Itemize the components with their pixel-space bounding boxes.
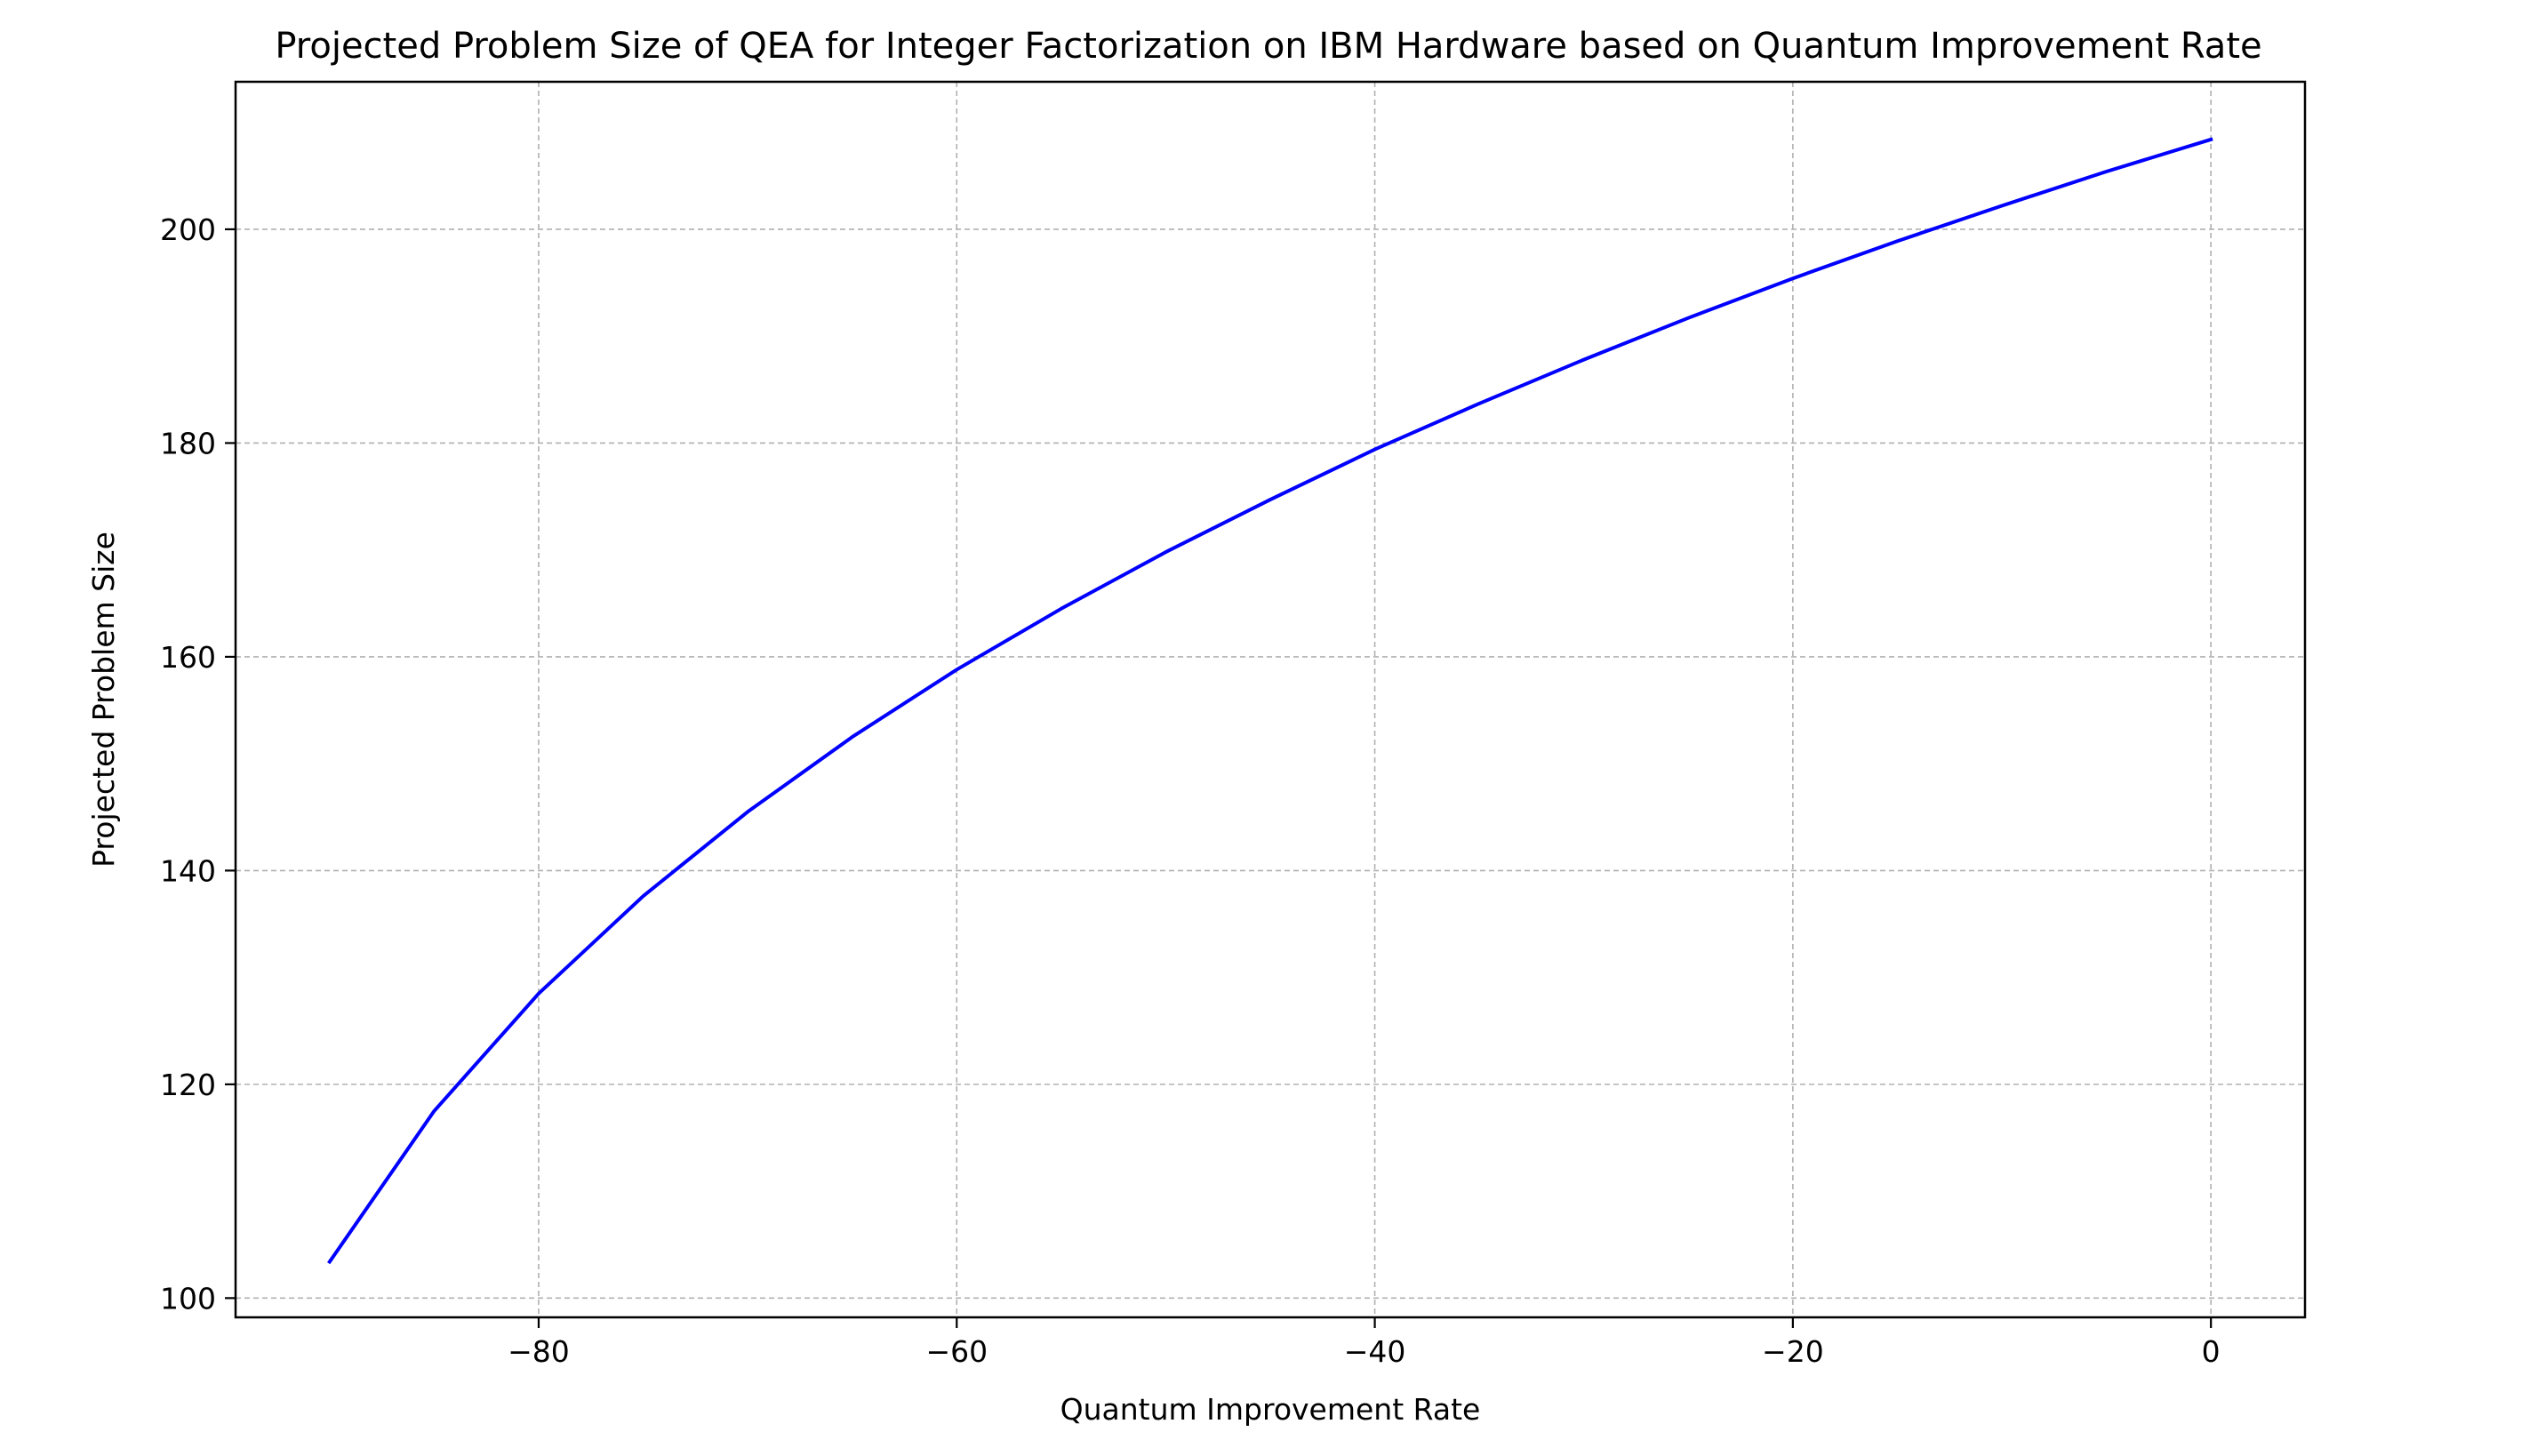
x-tick-label: −80 — [508, 1334, 570, 1369]
y-tick-label: 180 — [160, 426, 216, 460]
series-layer — [327, 137, 2213, 1265]
x-tick-label: −20 — [1762, 1334, 1824, 1369]
y-tick-label: 200 — [160, 212, 216, 247]
axis-ticks: −80 −60 −40 −20 0 100 120 140 160 180 200 — [160, 212, 2221, 1369]
y-tick-label: 100 — [160, 1281, 216, 1316]
x-tick-label: −40 — [1344, 1334, 1406, 1369]
x-axis-title: Quantum Improvement Rate — [1060, 1392, 1481, 1427]
y-axis-title: Projected Problem Size — [86, 532, 121, 868]
y-tick-label: 160 — [160, 640, 216, 675]
plot-area-frame — [234, 80, 2307, 1319]
x-tick-label: −60 — [925, 1334, 988, 1369]
y-tick-label: 120 — [160, 1068, 216, 1102]
x-tick-label: 0 — [2202, 1334, 2221, 1369]
series-line — [327, 137, 2213, 1265]
y-tick-label: 140 — [160, 853, 216, 888]
grid — [236, 82, 2305, 1317]
chart-title: Projected Problem Size of QEA for Intege… — [275, 26, 2261, 67]
